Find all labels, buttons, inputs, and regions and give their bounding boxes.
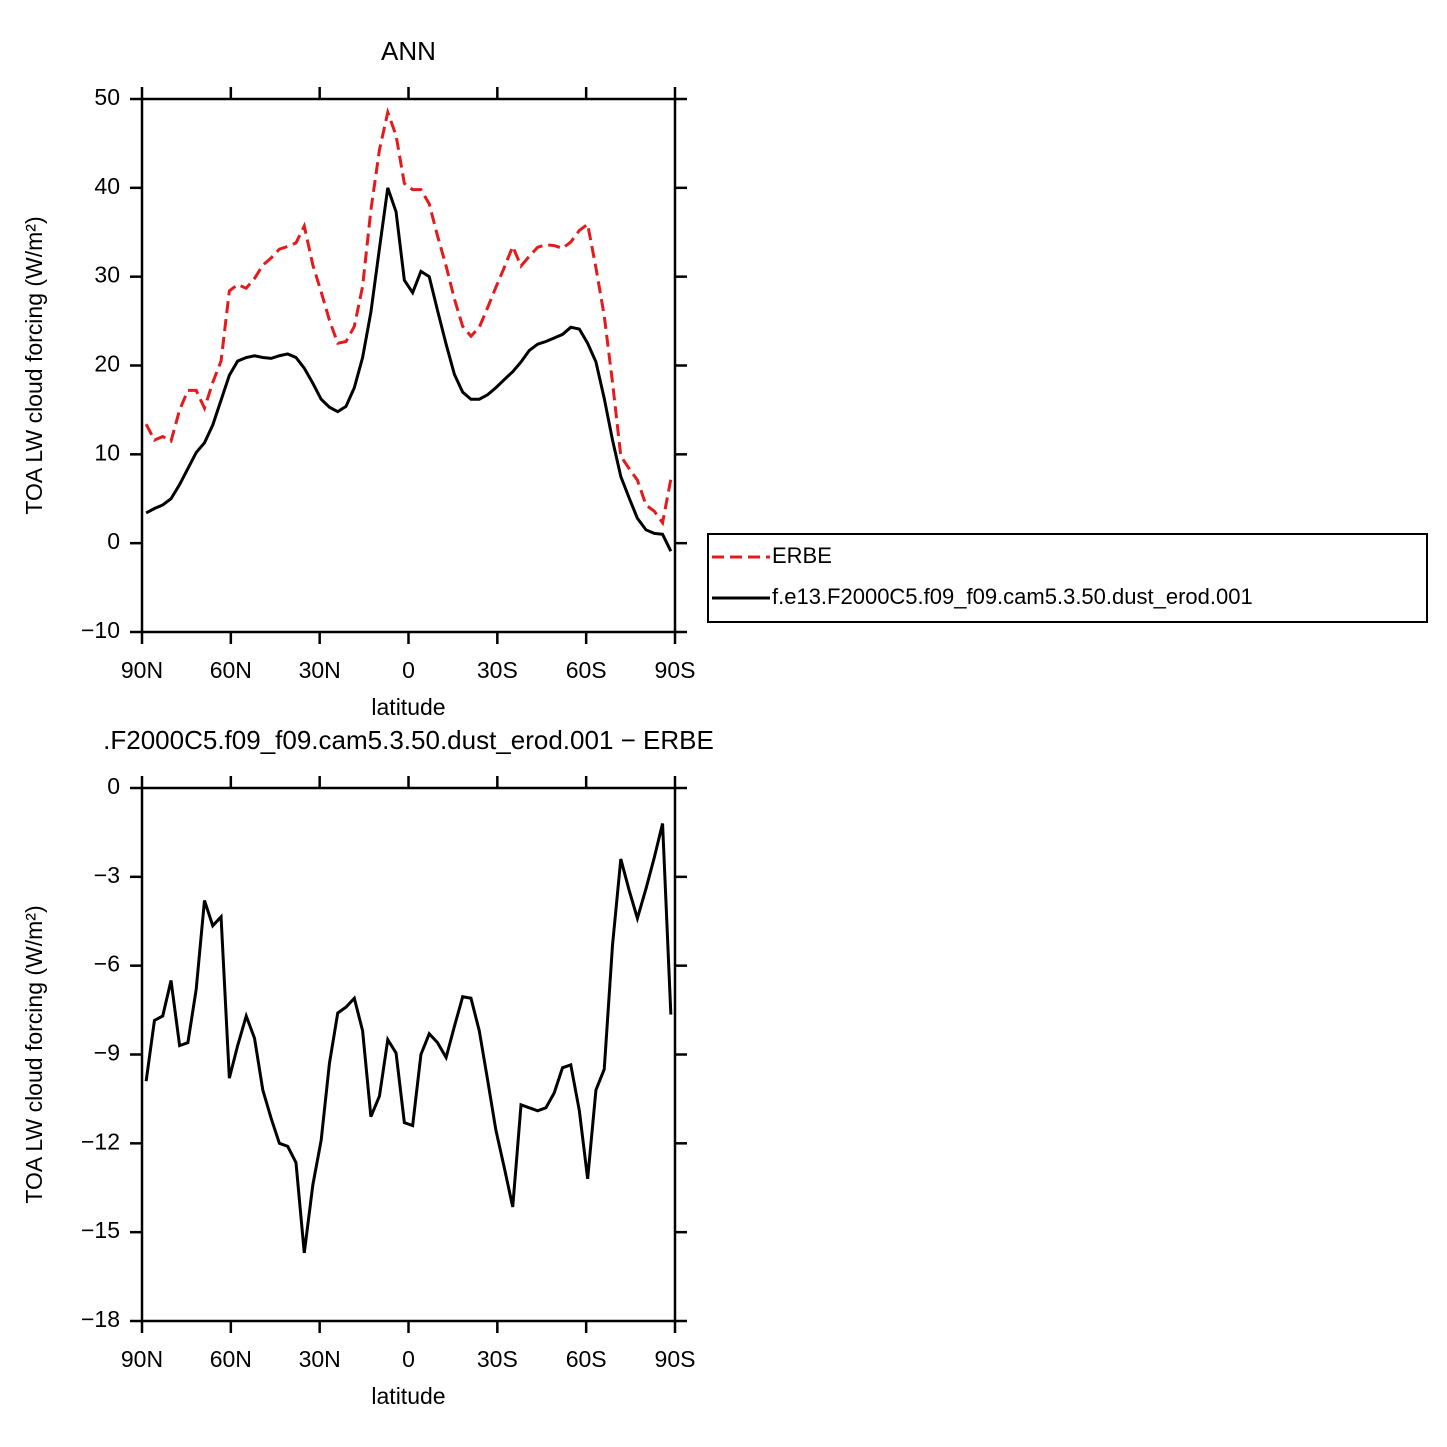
x-axis-label: latitude [371,694,445,720]
y-tick-label: 10 [94,439,120,465]
y-tick-label: 50 [94,84,120,110]
y-tick-label: −15 [81,1217,120,1243]
x-tick-label: 60N [210,657,252,683]
legend-label: ERBE [772,543,832,568]
plot-frame [140,786,677,1323]
x-tick-label: 30N [299,1346,341,1372]
plot-frame [140,97,677,634]
y-axis-label: TOA LW cloud forcing (W/m²) [21,216,47,514]
y-tick-label: 30 [94,262,120,288]
chart-title: .F2000C5.f09_f09.cam5.3.50.dust_erod.001… [103,725,714,755]
y-tick-label: 0 [107,528,120,554]
y-tick-label: −9 [94,1040,120,1066]
x-axis-label: latitude [371,1383,445,1409]
y-tick-label: −12 [81,1128,120,1154]
data-line [144,823,673,1254]
x-tick-label: 30N [299,657,341,683]
data-line [145,187,673,552]
x-tick-label: 0 [402,657,415,683]
x-tick-label: 0 [402,1346,415,1372]
y-tick-label: 40 [94,173,120,199]
x-tick-label: 90S [655,657,696,683]
chart-title: ANN [381,36,436,66]
data-line [144,106,673,527]
x-tick-label: 30S [477,657,518,683]
y-tick-label: −10 [81,617,120,643]
x-tick-label: 60S [566,1346,607,1372]
x-tick-label: 90S [655,1346,696,1372]
x-tick-label: 90N [121,1346,163,1372]
y-tick-label: 20 [94,351,120,377]
legend-label: f.e13.F2000C5.f09_f09.cam5.3.50.dust_ero… [772,584,1253,609]
y-tick-label: −6 [94,951,120,977]
y-axis-label: TOA LW cloud forcing (W/m²) [21,905,47,1203]
x-tick-label: 60S [566,657,607,683]
y-tick-label: −3 [94,862,120,888]
x-tick-label: 30S [477,1346,518,1372]
legend-box [707,533,1428,623]
x-tick-label: 90N [121,657,163,683]
y-tick-label: −18 [81,1306,120,1332]
y-tick-label: 0 [107,773,120,799]
x-tick-label: 60N [210,1346,252,1372]
